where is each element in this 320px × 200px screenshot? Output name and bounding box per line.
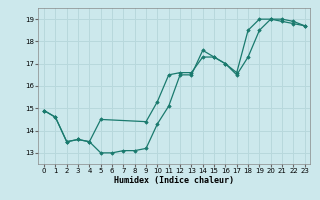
X-axis label: Humidex (Indice chaleur): Humidex (Indice chaleur) bbox=[115, 176, 234, 185]
